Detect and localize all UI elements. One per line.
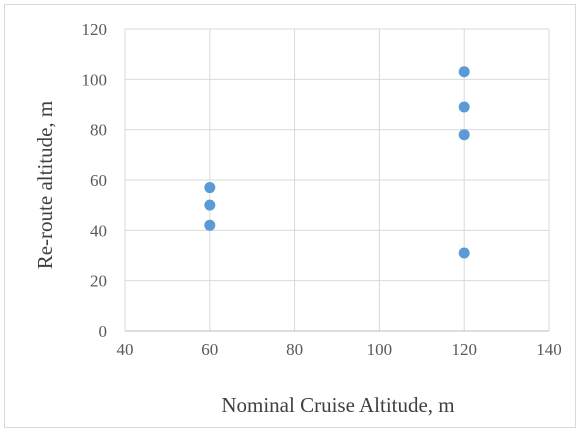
y-axis: 0 20 40 60 80 100 120 bbox=[82, 20, 108, 341]
y-tick-label: 20 bbox=[90, 272, 107, 291]
y-tick-label: 40 bbox=[90, 221, 107, 240]
y-tick-label: 120 bbox=[82, 20, 108, 39]
data-point bbox=[204, 219, 216, 231]
data-point bbox=[458, 101, 470, 113]
x-tick-label: 60 bbox=[201, 340, 218, 359]
x-axis: 40 60 80 100 120 140 bbox=[117, 330, 562, 359]
x-tick-label: 100 bbox=[367, 340, 393, 359]
data-point bbox=[458, 129, 470, 141]
data-point bbox=[204, 182, 216, 194]
y-tick-label: 100 bbox=[82, 70, 108, 89]
chart-frame bbox=[4, 4, 576, 428]
y-tick-label: 80 bbox=[90, 121, 107, 140]
data-point bbox=[458, 66, 470, 78]
y-tick-label: 60 bbox=[90, 171, 107, 190]
x-tick-label: 80 bbox=[286, 340, 303, 359]
grid-lines bbox=[124, 28, 550, 332]
y-tick-label: 0 bbox=[99, 322, 108, 341]
y-axis-title: Re-route altitude, m bbox=[33, 101, 57, 270]
data-point bbox=[458, 247, 470, 259]
data-point bbox=[204, 199, 216, 211]
x-tick-label: 140 bbox=[536, 340, 562, 359]
x-axis-title: Nominal Cruise Altitude, m bbox=[221, 393, 454, 417]
x-tick-label: 120 bbox=[451, 340, 477, 359]
data-points bbox=[204, 66, 470, 259]
x-tick-label: 40 bbox=[117, 340, 134, 359]
